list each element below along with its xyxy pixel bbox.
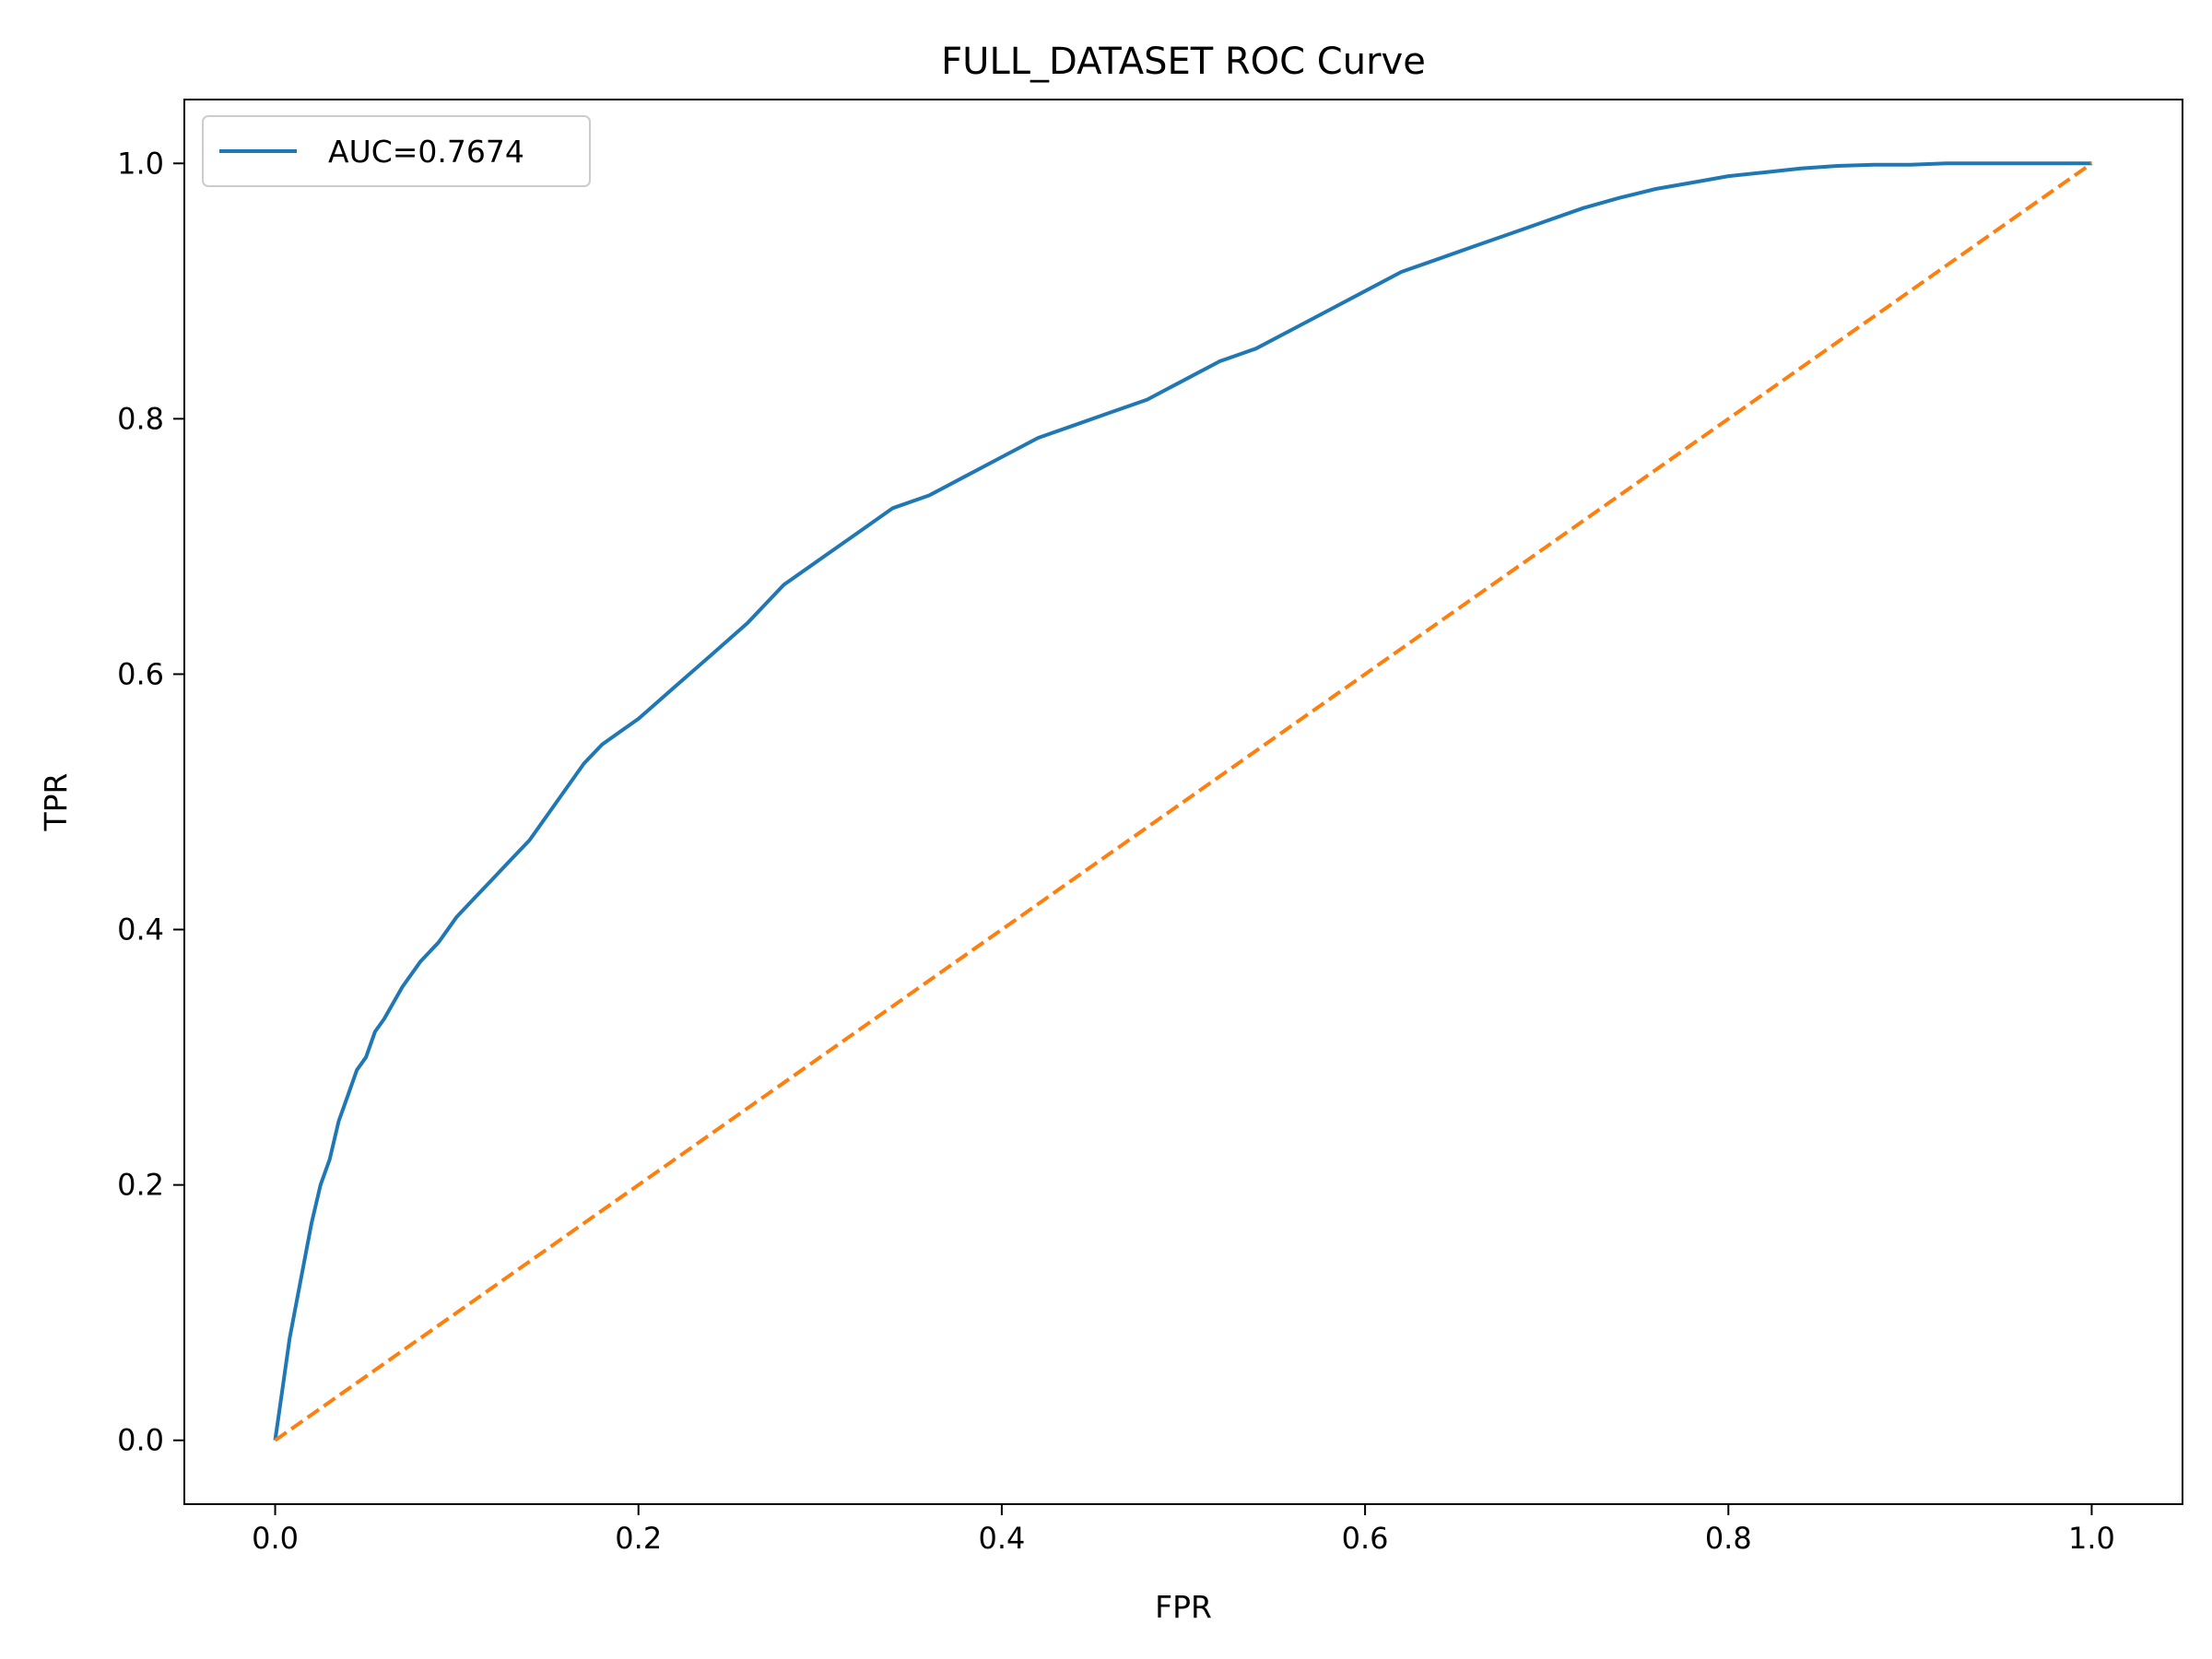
x-tick-label: 0.0 bbox=[252, 1521, 299, 1556]
legend: AUC=0.7674 bbox=[202, 115, 591, 187]
y-tick-label: 0.6 bbox=[117, 656, 164, 691]
y-tick-label: 1.0 bbox=[117, 146, 164, 181]
x-tick-label: 0.6 bbox=[1342, 1521, 1389, 1556]
chance-diagonal-line bbox=[274, 161, 2093, 1442]
y-axis-ticks: 0.0 0.2 0.4 0.6 0.8 1.0 bbox=[117, 146, 184, 1458]
x-tick-label: 0.8 bbox=[1705, 1521, 1752, 1556]
y-tick-label: 0.0 bbox=[117, 1423, 164, 1458]
y-tick-label: 0.2 bbox=[117, 1168, 164, 1203]
x-tick-label: 1.0 bbox=[2068, 1521, 2115, 1556]
chart-title: FULL_DATASET ROC Curve bbox=[941, 41, 1426, 83]
x-tick-label: 0.4 bbox=[978, 1521, 1025, 1556]
plot-area bbox=[183, 99, 2183, 1505]
legend-label: AUC=0.7674 bbox=[328, 134, 524, 170]
y-tick-label: 0.4 bbox=[117, 912, 164, 947]
roc-curve-line bbox=[273, 161, 2092, 1441]
y-tick-label: 0.8 bbox=[117, 401, 164, 436]
axes-frame bbox=[183, 99, 2183, 1505]
x-tick-label: 0.2 bbox=[615, 1521, 662, 1556]
x-axis-label: FPR bbox=[1155, 1589, 1212, 1625]
legend-box bbox=[202, 115, 591, 187]
y-axis-label: TPR bbox=[38, 773, 74, 832]
x-axis-ticks: 0.0 0.2 0.4 0.6 0.8 1.0 bbox=[252, 1504, 2115, 1556]
